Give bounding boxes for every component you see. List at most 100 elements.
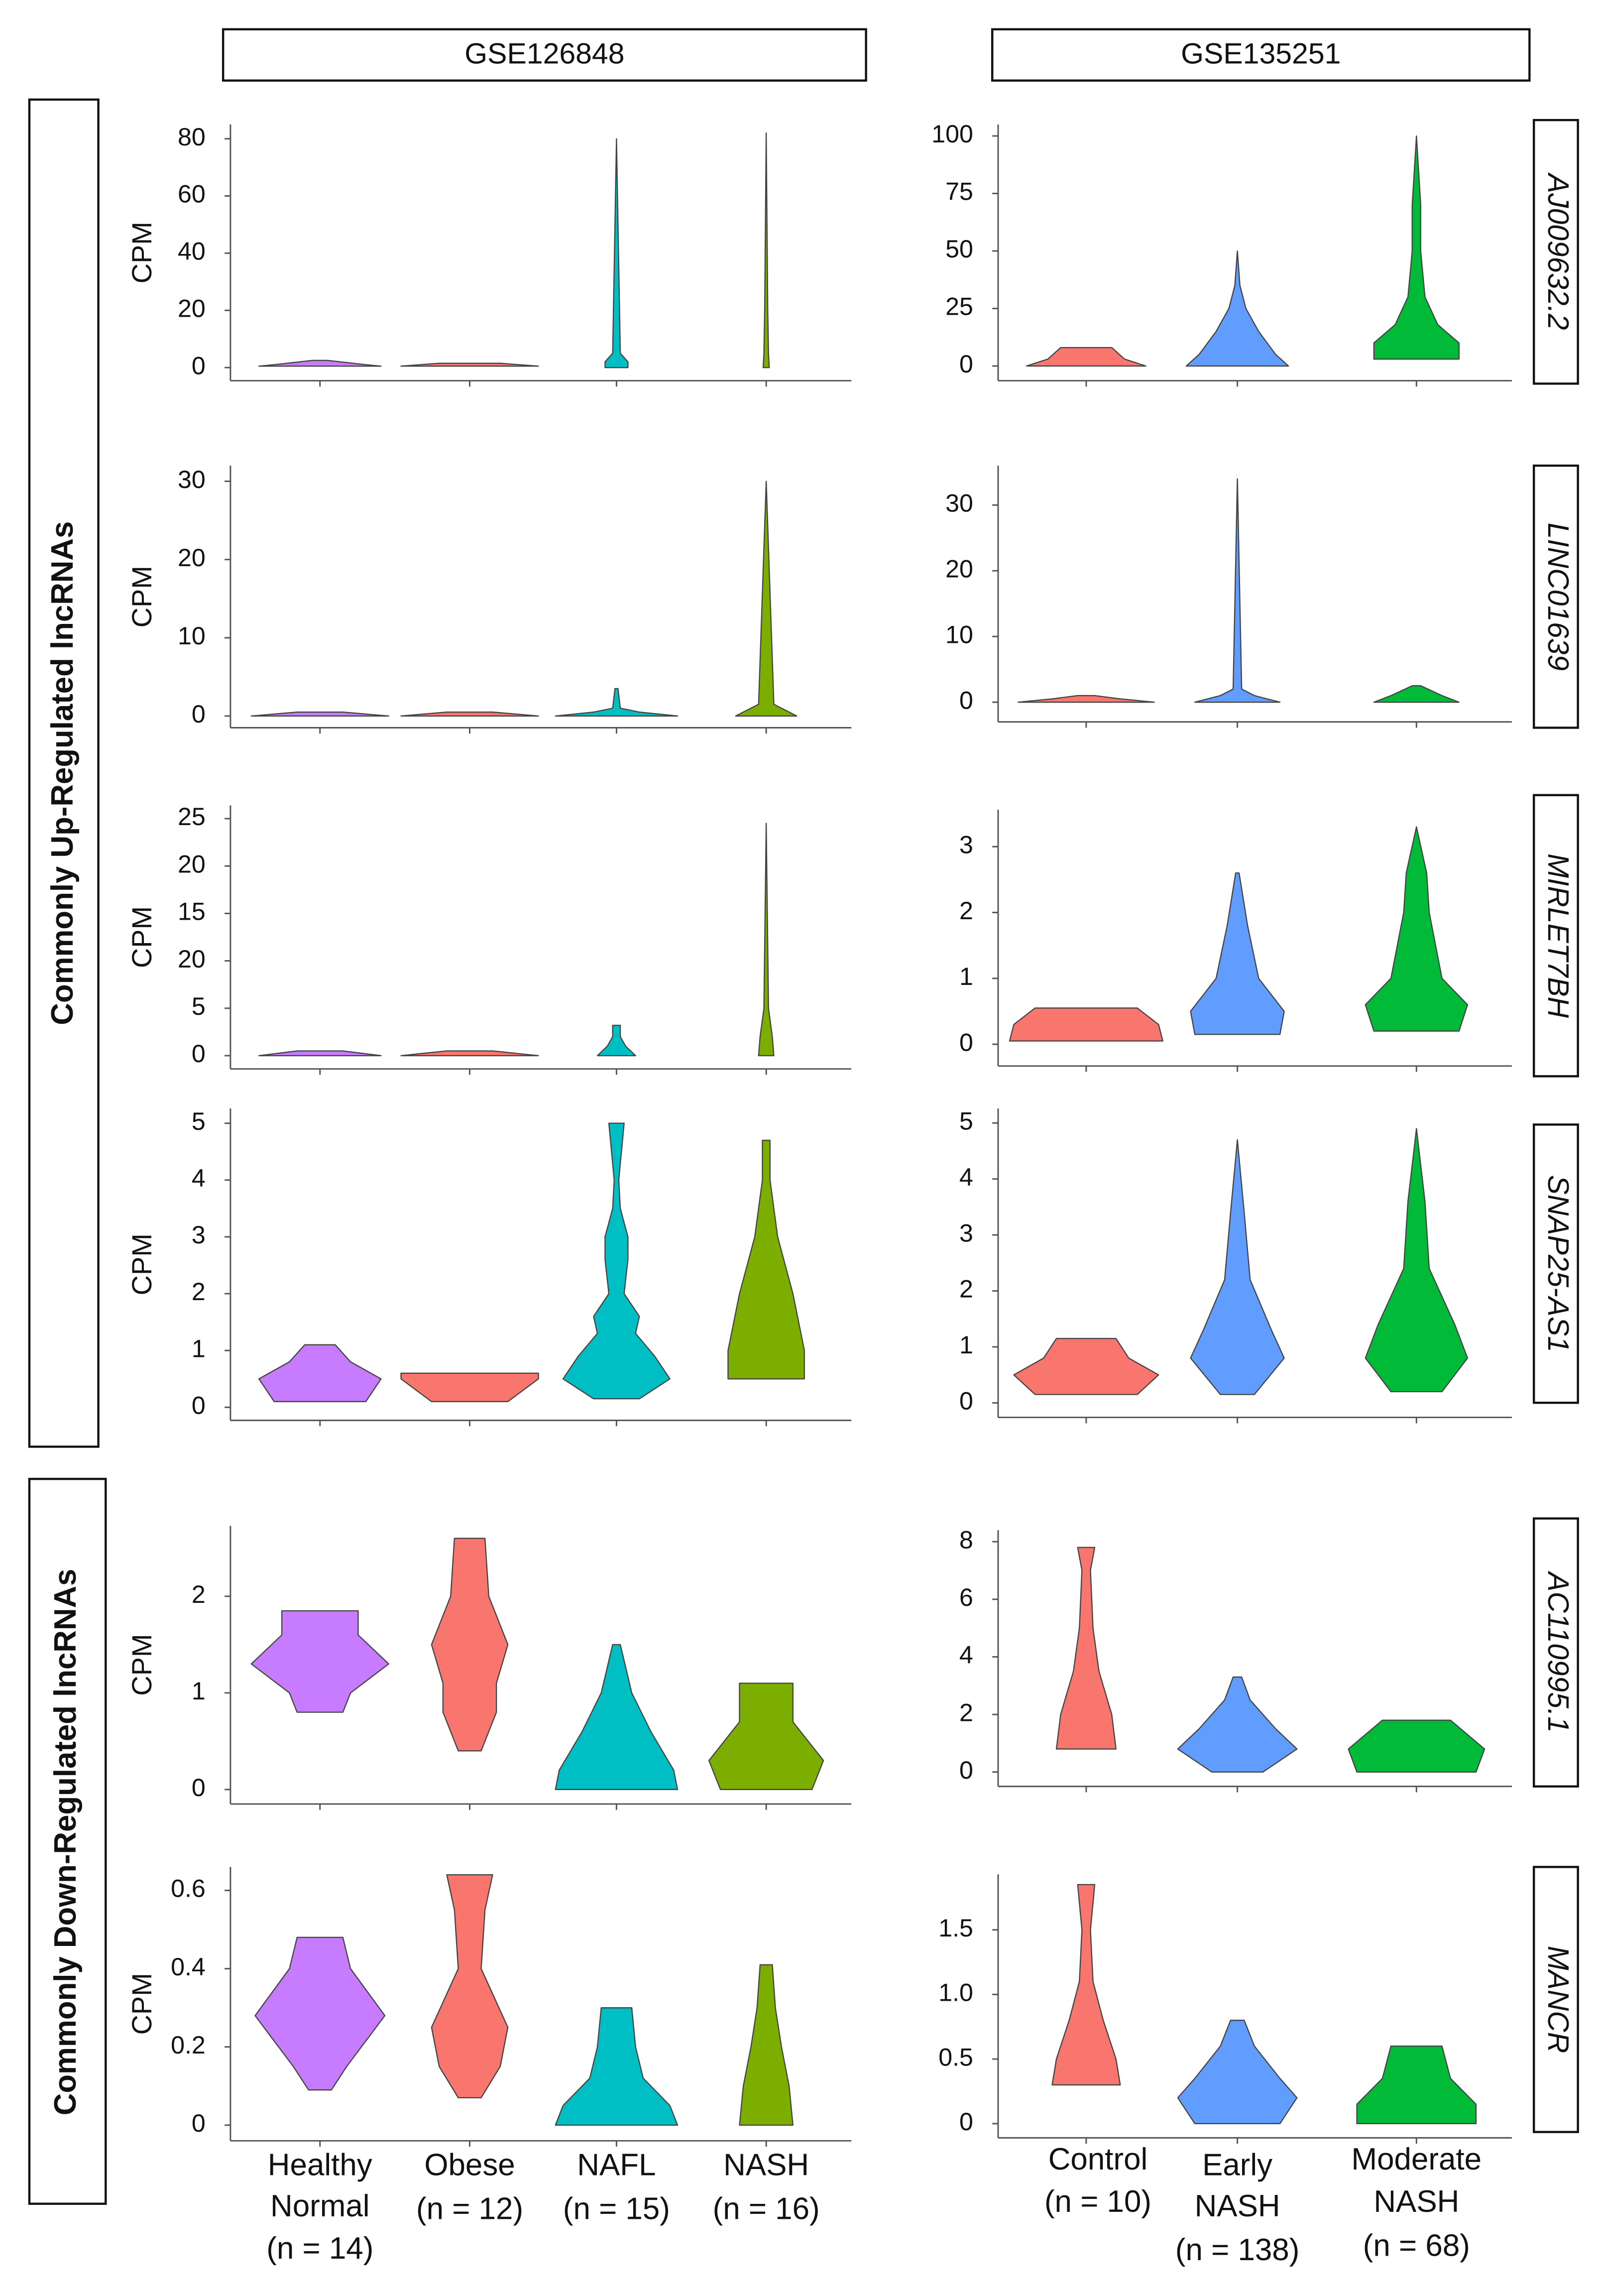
- y-tick-label: 2: [192, 1580, 206, 1608]
- violin: [708, 1683, 824, 1791]
- violin: [739, 1964, 794, 2126]
- violin: [1365, 826, 1469, 1032]
- y-tick-label: 0.4: [171, 1953, 206, 1981]
- violin: [555, 2007, 679, 2126]
- y-tick-label: 3: [959, 831, 973, 859]
- category-label: (n = 14): [266, 2231, 373, 2266]
- violin: [1190, 1139, 1285, 1395]
- gene-label: LINC01639: [1542, 523, 1574, 671]
- y-axis-label: CPM: [126, 1634, 157, 1695]
- y-tick-label: 1: [192, 1677, 206, 1705]
- group-label: Commonly Up-Regulated lncRNAs: [45, 521, 80, 1025]
- y-tick-label: 25: [945, 293, 973, 321]
- y-tick-label: 0: [192, 1391, 206, 1419]
- violin: [250, 1610, 389, 1713]
- category-label: NAFL: [577, 2148, 656, 2182]
- y-tick-label: 2: [959, 1698, 973, 1726]
- violin: [400, 1050, 539, 1057]
- violin: [1190, 872, 1285, 1035]
- violin: [1348, 1719, 1485, 1773]
- violin: [254, 1936, 386, 2091]
- y-axis-label: CPM: [126, 1973, 157, 2035]
- y-axis-label: CPM: [126, 1233, 157, 1295]
- y-tick-label: 0: [959, 350, 973, 378]
- y-tick-label: 4: [959, 1641, 973, 1669]
- y-tick-label: 8: [959, 1526, 973, 1554]
- y-tick-label: 6: [959, 1583, 973, 1611]
- gene-label: AJ009632.2: [1542, 172, 1574, 330]
- y-tick-label: 80: [178, 123, 206, 151]
- y-axis-label: CPM: [126, 222, 157, 283]
- category-label: Control: [1048, 2142, 1148, 2176]
- category-label: NASH: [1195, 2189, 1280, 2223]
- category-label: Early: [1202, 2148, 1272, 2182]
- gene-box: [1533, 119, 1579, 385]
- y-tick-label: 0: [192, 2109, 206, 2137]
- violin: [1194, 478, 1281, 703]
- violin: [555, 1644, 679, 1791]
- violin: [1055, 1547, 1117, 1750]
- category-label: NASH: [1373, 2184, 1459, 2219]
- y-tick-label: 4: [192, 1164, 206, 1192]
- y-tick-label: 5: [959, 1107, 973, 1135]
- violin: [1177, 2020, 1298, 2125]
- violin: [1017, 695, 1155, 703]
- y-tick-label: 2: [192, 1278, 206, 1306]
- violin: [1365, 1128, 1469, 1393]
- violin: [1009, 1007, 1164, 1042]
- group-box: [28, 98, 100, 1448]
- y-tick-label: 5: [192, 992, 206, 1020]
- violin: [555, 688, 679, 717]
- gene-box: [1533, 1866, 1579, 2133]
- y-tick-label: 1: [959, 1331, 973, 1359]
- y-tick-label: 100: [931, 120, 973, 148]
- column-title: GSE135251: [1181, 37, 1341, 70]
- y-tick-label: 0: [959, 686, 973, 714]
- y-tick-label: 40: [178, 238, 206, 265]
- violin: [431, 1874, 509, 2099]
- gene-box: [1533, 794, 1579, 1078]
- violin: [400, 1372, 539, 1402]
- violin: [1185, 250, 1289, 367]
- gene-box: [1533, 1517, 1579, 1788]
- category-label: Moderate: [1352, 2142, 1482, 2176]
- y-tick-label: 4: [959, 1163, 973, 1191]
- y-tick-label: 1.0: [938, 1979, 973, 2007]
- y-tick-label: 1.5: [938, 1914, 973, 1942]
- violin: [1373, 135, 1460, 360]
- category-label: (n = 10): [1044, 2184, 1151, 2219]
- y-tick-label: 2: [959, 1275, 973, 1303]
- category-label: (n = 15): [563, 2192, 670, 2226]
- violin: [762, 132, 770, 368]
- y-tick-label: 20: [178, 850, 206, 878]
- y-tick-label: 0: [192, 1774, 206, 1802]
- violin: [1013, 1337, 1159, 1395]
- violin: [400, 711, 539, 717]
- gene-label: MIRLET7BH: [1542, 853, 1574, 1018]
- gene-label: AC110995.1: [1542, 1571, 1574, 1733]
- category-label: Normal: [270, 2189, 370, 2223]
- column-title: GSE126848: [464, 37, 624, 70]
- y-tick-label: 5: [192, 1107, 206, 1135]
- y-tick-label: 30: [945, 489, 973, 517]
- violin: [250, 711, 389, 717]
- y-tick-label: 25: [178, 803, 206, 831]
- violin: [400, 363, 539, 367]
- y-tick-label: 1: [192, 1334, 206, 1362]
- category-label: NASH: [723, 2148, 809, 2182]
- y-tick-label: 0.5: [938, 2043, 973, 2071]
- violin: [258, 360, 382, 367]
- y-tick-label: 20: [178, 544, 206, 572]
- violin: [727, 1139, 805, 1380]
- y-tick-label: 20: [945, 555, 973, 583]
- y-tick-label: 0: [192, 1040, 206, 1068]
- y-axis-label: CPM: [126, 566, 157, 627]
- y-tick-label: 0: [192, 352, 206, 379]
- y-tick-label: 15: [178, 898, 206, 926]
- y-tick-label: 50: [945, 235, 973, 263]
- group-label: Commonly Down-Regulated lncRNAs: [48, 1569, 83, 2116]
- y-tick-label: 20: [178, 295, 206, 323]
- gene-label: MANCR: [1542, 1946, 1574, 2054]
- y-axis-label: CPM: [126, 906, 157, 968]
